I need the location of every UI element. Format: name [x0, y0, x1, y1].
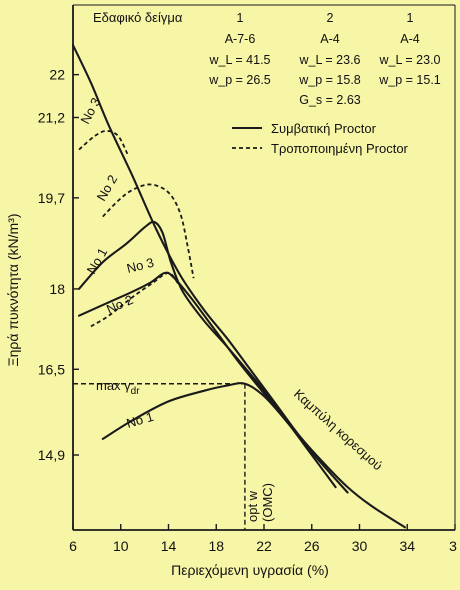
curve-dashed-no1	[90, 271, 179, 328]
opt-w-label: opt w	[245, 490, 260, 522]
label-solid-no1: No 1	[125, 409, 156, 431]
legend-solid-label: Συμβατική Proctor	[271, 121, 377, 136]
x-tick-label: 34	[399, 538, 415, 554]
curve-solid-no3	[77, 220, 289, 424]
x-tick-label: 6	[69, 538, 77, 554]
omc-label: (OMC)	[260, 483, 275, 522]
label-dashed-no3: No 3	[77, 95, 103, 126]
x-tick-label: 26	[304, 538, 320, 554]
y-tick-label: 22	[49, 67, 65, 83]
soil-2-wp: w_p = 15.8	[298, 73, 361, 87]
label-dashed-no2: No 2	[94, 172, 121, 203]
x-tick-label: 10	[113, 538, 129, 554]
y-tick-label: 14,9	[38, 447, 65, 463]
x-tick-label: 30	[352, 538, 368, 554]
y-axis-title: Ξηρά πυκνότητα (kN/m³)	[5, 213, 21, 366]
soil-1-wp: w_p = 26.5	[208, 73, 271, 87]
soil-2-wl: w_L = 23.6	[298, 53, 360, 67]
x-tick-label: 14	[161, 538, 177, 554]
legend-dashed-label: Τροποποιημένη Proctor	[271, 141, 409, 156]
x-axis-title: Περιεχόμενη υγρασία (%)	[171, 562, 329, 578]
soil-3-wl: w_L = 23.0	[378, 53, 440, 67]
soil-2-gs: G_s = 2.63	[299, 93, 361, 107]
saturation-curve-label: Καμπύλη κορεσμού	[291, 386, 385, 473]
y-tick-label: 16,5	[38, 361, 65, 377]
max-gamma-label: max γdr	[96, 378, 140, 397]
curve-dashed-no2	[102, 183, 195, 279]
soil-3-class: A-4	[400, 32, 420, 46]
optimum-guides	[73, 383, 246, 530]
y-tick-label: 18	[49, 281, 65, 297]
y-tick-label: 19,7	[38, 190, 65, 206]
sample-header: Εδαφικό δείγμα 1 2 1 A-7-6 A-4 A-4 w_L =…	[93, 10, 441, 107]
legend: Συμβατική Proctor Τροποποιημένη Proctor	[232, 121, 409, 156]
axis-ticks: 6 10 14 18 22 26 30 34 3 22 21,2 19,7 18 16,5 14,9	[38, 67, 457, 554]
curves	[71, 44, 406, 529]
soil-2-number: 2	[327, 11, 334, 25]
soil-2-class: A-4	[320, 32, 340, 46]
soil-3-wp: w_p = 15.1	[378, 73, 441, 87]
curve-dashed-no3	[78, 129, 129, 156]
label-solid-no2: No 3	[125, 255, 155, 276]
x-tick-label: 22	[256, 538, 272, 554]
soil-1-class: A-7-6	[225, 32, 256, 46]
label-dashed-no1: No 2	[104, 292, 135, 317]
header-label: Εδαφικό δείγμα	[93, 10, 183, 25]
label-solid-no3: No 1	[84, 245, 111, 276]
x-tick-label: 3	[449, 538, 457, 554]
soil-1-wl: w_L = 41.5	[208, 53, 270, 67]
saturation-curve	[71, 44, 406, 529]
soil-3-number: 1	[407, 11, 414, 25]
soil-1-number: 1	[237, 11, 244, 25]
x-tick-label: 18	[208, 538, 224, 554]
y-tick-label: 21,2	[38, 110, 65, 126]
